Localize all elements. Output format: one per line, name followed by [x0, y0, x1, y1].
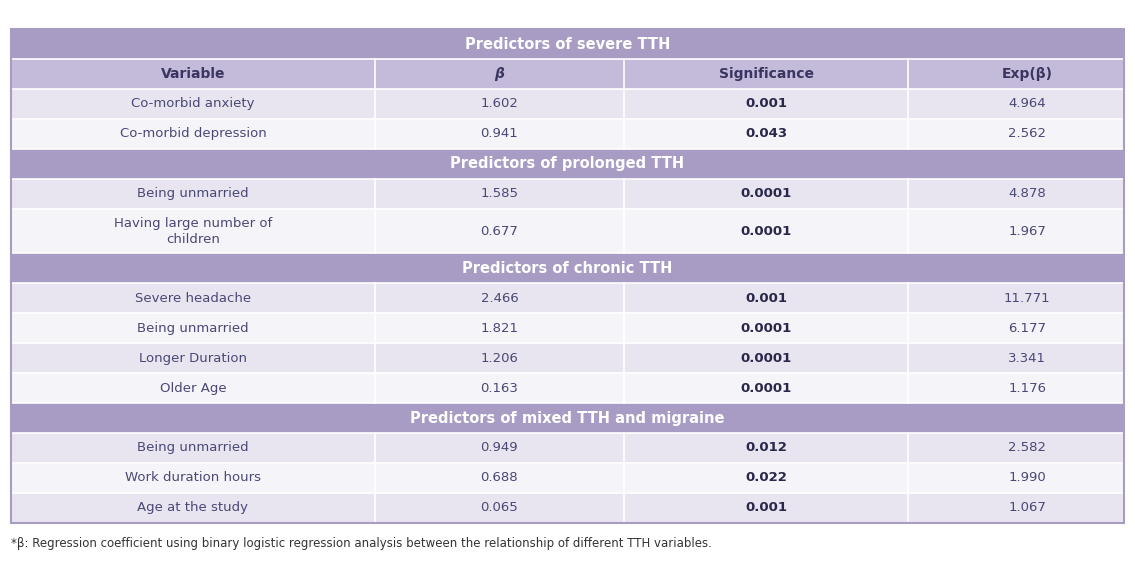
Text: Being unmarried: Being unmarried	[137, 442, 249, 454]
Text: 11.771: 11.771	[1003, 292, 1051, 304]
Text: 2.582: 2.582	[1008, 442, 1046, 454]
Text: Work duration hours: Work duration hours	[125, 471, 261, 485]
Text: Predictors of prolonged TTH: Predictors of prolonged TTH	[451, 156, 684, 171]
Text: Exp(β): Exp(β)	[1002, 67, 1052, 81]
Text: 0.012: 0.012	[746, 442, 787, 454]
Text: 4.878: 4.878	[1008, 187, 1046, 200]
Text: 1.176: 1.176	[1008, 382, 1046, 394]
Text: Predictors of severe TTH: Predictors of severe TTH	[465, 37, 670, 52]
Text: 1.990: 1.990	[1008, 471, 1046, 485]
Text: 0.001: 0.001	[745, 98, 788, 110]
Text: 1.206: 1.206	[480, 352, 519, 365]
Text: 2.562: 2.562	[1008, 127, 1046, 141]
Text: 0.0001: 0.0001	[740, 187, 792, 200]
Bar	[11, 433, 1124, 463]
Text: 1.067: 1.067	[1008, 501, 1046, 514]
Bar	[11, 29, 1124, 523]
Text: 0.001: 0.001	[745, 292, 788, 304]
Text: 1.585: 1.585	[480, 187, 519, 200]
Text: 0.065: 0.065	[480, 501, 519, 514]
Text: 0.941: 0.941	[480, 127, 519, 141]
Text: 6.177: 6.177	[1008, 322, 1046, 335]
Bar	[11, 179, 1124, 209]
Text: 0.949: 0.949	[480, 442, 519, 454]
Text: β: β	[495, 67, 504, 81]
Text: 0.688: 0.688	[480, 471, 519, 485]
Text: 3.341: 3.341	[1008, 352, 1046, 365]
Text: Severe headache: Severe headache	[135, 292, 251, 304]
Text: Being unmarried: Being unmarried	[137, 322, 249, 335]
Bar	[11, 149, 1124, 179]
Bar	[11, 89, 1124, 119]
Text: 0.0001: 0.0001	[740, 382, 792, 394]
Bar	[11, 403, 1124, 433]
Bar	[11, 283, 1124, 313]
Bar	[11, 59, 1124, 89]
Bar	[11, 313, 1124, 343]
Text: 0.022: 0.022	[746, 471, 787, 485]
Text: Predictors of chronic TTH: Predictors of chronic TTH	[462, 261, 673, 276]
Bar	[11, 373, 1124, 403]
Text: Predictors of mixed TTH and migraine: Predictors of mixed TTH and migraine	[410, 411, 725, 425]
Text: 0.043: 0.043	[745, 127, 788, 141]
Text: 0.0001: 0.0001	[740, 352, 792, 365]
Text: 0.0001: 0.0001	[740, 322, 792, 335]
Bar	[11, 209, 1124, 253]
Bar	[11, 343, 1124, 373]
Text: Age at the study: Age at the study	[137, 501, 249, 514]
Text: 0.0001: 0.0001	[740, 224, 792, 238]
Text: Longer Duration: Longer Duration	[138, 352, 247, 365]
Text: 2.466: 2.466	[480, 292, 519, 304]
Text: Significance: Significance	[718, 67, 814, 81]
Text: 4.964: 4.964	[1008, 98, 1046, 110]
Text: 0.163: 0.163	[480, 382, 519, 394]
Bar	[11, 463, 1124, 493]
Text: Co-morbid anxiety: Co-morbid anxiety	[132, 98, 254, 110]
Text: 0.677: 0.677	[480, 224, 519, 238]
Text: Co-morbid depression: Co-morbid depression	[119, 127, 267, 141]
Bar	[11, 493, 1124, 523]
Text: 1.602: 1.602	[480, 98, 519, 110]
Text: *β: Regression coefficient using binary logistic regression analysis between the: *β: Regression coefficient using binary …	[11, 537, 713, 550]
Bar	[11, 29, 1124, 59]
Text: 1.821: 1.821	[480, 322, 519, 335]
Text: Older Age: Older Age	[160, 382, 226, 394]
Text: 1.967: 1.967	[1008, 224, 1046, 238]
Text: Having large number of
children: Having large number of children	[114, 217, 272, 246]
Text: Variable: Variable	[161, 67, 225, 81]
Bar	[11, 253, 1124, 283]
Text: Being unmarried: Being unmarried	[137, 187, 249, 200]
Text: 0.001: 0.001	[745, 501, 788, 514]
Bar	[11, 119, 1124, 149]
